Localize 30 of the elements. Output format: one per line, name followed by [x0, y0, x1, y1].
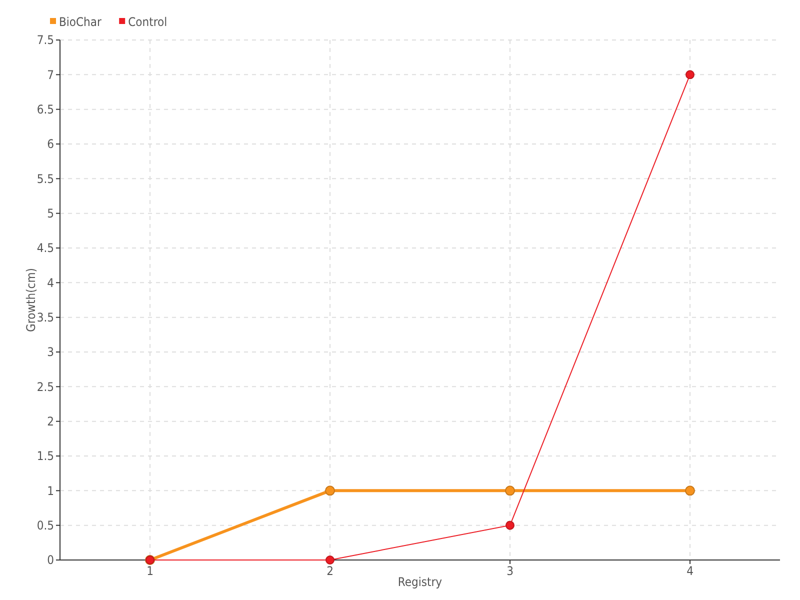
y-tick-label: 1.5 [36, 449, 54, 464]
point [686, 70, 694, 80]
point [506, 520, 514, 530]
point [325, 486, 335, 496]
y-tick-label: 2.5 [36, 380, 54, 394]
y-tick-label: 5 [47, 206, 54, 221]
y-tick-label: 2 [47, 414, 54, 429]
y-tick-label: 1 [47, 484, 54, 498]
y-tick-label: 3.5 [36, 310, 54, 325]
legend-label: BioChar [59, 15, 102, 29]
y-tick-label: 4.5 [36, 241, 54, 256]
y-tick-label: 3 [47, 345, 54, 360]
x-tick-label: 3 [506, 564, 514, 578]
y-tick-label: 0 [47, 553, 54, 568]
y-tick-label: 7.5 [36, 33, 54, 48]
y-tick-label: 6 [47, 137, 54, 152]
y-tick-label: 5.5 [36, 172, 54, 186]
y-axis-title: Growth(cm) [24, 268, 38, 332]
y-tick-label: 4 [47, 276, 54, 290]
x-tick-label: 2 [326, 564, 334, 578]
point [326, 556, 334, 564]
x-axis-title: Registry [398, 575, 443, 589]
point [505, 486, 515, 496]
x-tick-label: 1 [146, 564, 154, 578]
x-tick-label: 4 [686, 564, 694, 578]
point [685, 486, 695, 496]
y-tick-label: 7 [47, 68, 54, 82]
legend-label: Control [128, 15, 168, 29]
y-tick-label: 6.5 [36, 102, 54, 117]
y-tick-label: 0.5 [36, 518, 54, 533]
